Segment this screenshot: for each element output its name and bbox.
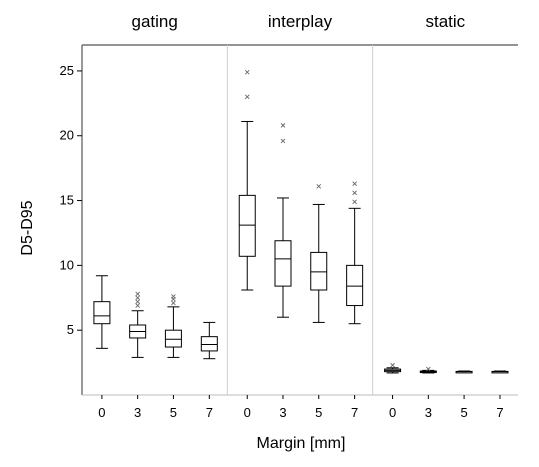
outlier-mark <box>352 199 357 205</box>
outlier-stroke <box>135 303 140 308</box>
panel-title-static: static <box>425 12 465 31</box>
box-static-7 <box>491 370 509 374</box>
outlier-stroke <box>352 181 357 187</box>
outlier-mark <box>244 69 250 75</box>
outlier-mark <box>171 300 176 306</box>
box-interplay-0 <box>238 69 256 291</box>
box-interplay-5 <box>310 183 328 323</box>
axis-ticks: 5 10 15 20 25 0 3 5 7 0 3 5 7 0 3 5 7 <box>60 63 504 420</box>
box-static-5 <box>455 370 473 374</box>
outlier-mark <box>426 366 431 372</box>
box-gating-0 <box>93 275 111 349</box>
outlier-stroke <box>280 123 286 128</box>
panel-titles: gating interplay static <box>132 12 466 31</box>
box-iqr <box>274 240 292 287</box>
box-iqr <box>346 264 364 307</box>
outlier-stroke <box>352 199 357 205</box>
box-iqr <box>93 301 111 325</box>
box-iqr <box>200 336 218 352</box>
outlier-stroke <box>390 362 395 368</box>
box-static-3 <box>419 366 437 374</box>
outlier-mark <box>135 291 140 297</box>
box-marks <box>93 69 509 374</box>
panel-title-gating: gating <box>132 12 178 31</box>
panel-title-interplay: interplay <box>268 12 333 31</box>
outlier-stroke <box>426 366 431 372</box>
box-gating-5 <box>164 294 182 358</box>
y-axis-label: D5-D95 <box>19 200 36 255</box>
y-tick-label: 10 <box>60 257 74 272</box>
outlier-stroke <box>244 94 250 100</box>
x-tick-label: 7 <box>206 405 213 420</box>
outlier-stroke <box>135 295 140 301</box>
outlier-mark <box>171 294 176 299</box>
outlier-mark <box>135 303 140 308</box>
box-interplay-3 <box>274 123 292 318</box>
plot-frame <box>81 44 518 396</box>
x-tick-label: 0 <box>98 405 105 420</box>
box-static-0 <box>384 362 402 374</box>
y-tick-label: 5 <box>67 322 74 337</box>
x-tick-label: 5 <box>315 405 322 420</box>
x-tick-label: 5 <box>170 405 177 420</box>
y-tick-label: 20 <box>60 128 74 143</box>
x-tick-label: 0 <box>389 405 396 420</box>
outlier-stroke <box>135 299 140 304</box>
x-tick-label: 3 <box>425 405 432 420</box>
outlier-stroke <box>171 294 176 299</box>
outlier-stroke <box>244 69 250 75</box>
outlier-stroke <box>171 300 176 306</box>
box-gating-7 <box>200 321 218 360</box>
x-tick-label: 3 <box>134 405 141 420</box>
x-tick-label: 3 <box>279 405 286 420</box>
outlier-mark <box>390 362 395 368</box>
y-tick-label: 15 <box>60 193 74 208</box>
x-tick-label: 5 <box>460 405 467 420</box>
x-tick-label: 0 <box>244 405 251 420</box>
box-iqr <box>310 251 328 291</box>
x-tick-label: 7 <box>351 405 358 420</box>
outlier-mark <box>244 94 250 100</box>
x-tick-label: 7 <box>496 405 503 420</box>
y-tick-label: 25 <box>60 63 74 78</box>
x-axis-label: Margin [mm] <box>257 435 346 452</box>
outlier-mark <box>352 190 357 196</box>
box-interplay-7 <box>346 181 364 325</box>
box-iqr <box>164 329 182 348</box>
outlier-stroke <box>316 183 322 189</box>
outlier-mark <box>135 299 140 304</box>
box-gating-3 <box>129 291 147 358</box>
outlier-mark <box>352 181 357 187</box>
outlier-mark <box>316 183 322 189</box>
outlier-mark <box>280 138 286 144</box>
outlier-mark <box>280 123 286 128</box>
outlier-stroke <box>135 291 140 297</box>
outlier-stroke <box>352 190 357 196</box>
box-iqr <box>238 194 256 257</box>
outlier-mark <box>135 295 140 301</box>
outlier-stroke <box>280 138 286 144</box>
